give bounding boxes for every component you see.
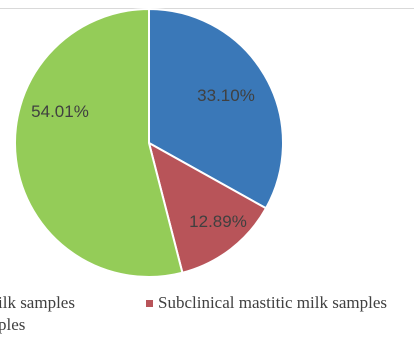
- chart-area-border: [0, 8, 414, 9]
- legend-entry-subclinical-mastitic: Subclinical mastitic milk samples: [158, 293, 387, 312]
- pie-data-labels: 33.10% 12.89% 54.01%: [31, 86, 255, 231]
- pie-data-label-0: 33.10%: [197, 86, 255, 105]
- legend-entry-partial-milk-samples: ilk samples: [0, 293, 75, 312]
- pie-slice-2: [14, 7, 184, 278]
- pie-data-label-1: 12.89%: [189, 212, 247, 231]
- pie-slice-1: [147, 140, 268, 274]
- pie-slices: [14, 7, 284, 278]
- legend-swatch-subclinical: [146, 300, 153, 307]
- pie-slice-0: [148, 7, 284, 210]
- legend-entry-partial-samples: ples: [0, 315, 26, 334]
- pie-data-label-2: 54.01%: [31, 102, 89, 121]
